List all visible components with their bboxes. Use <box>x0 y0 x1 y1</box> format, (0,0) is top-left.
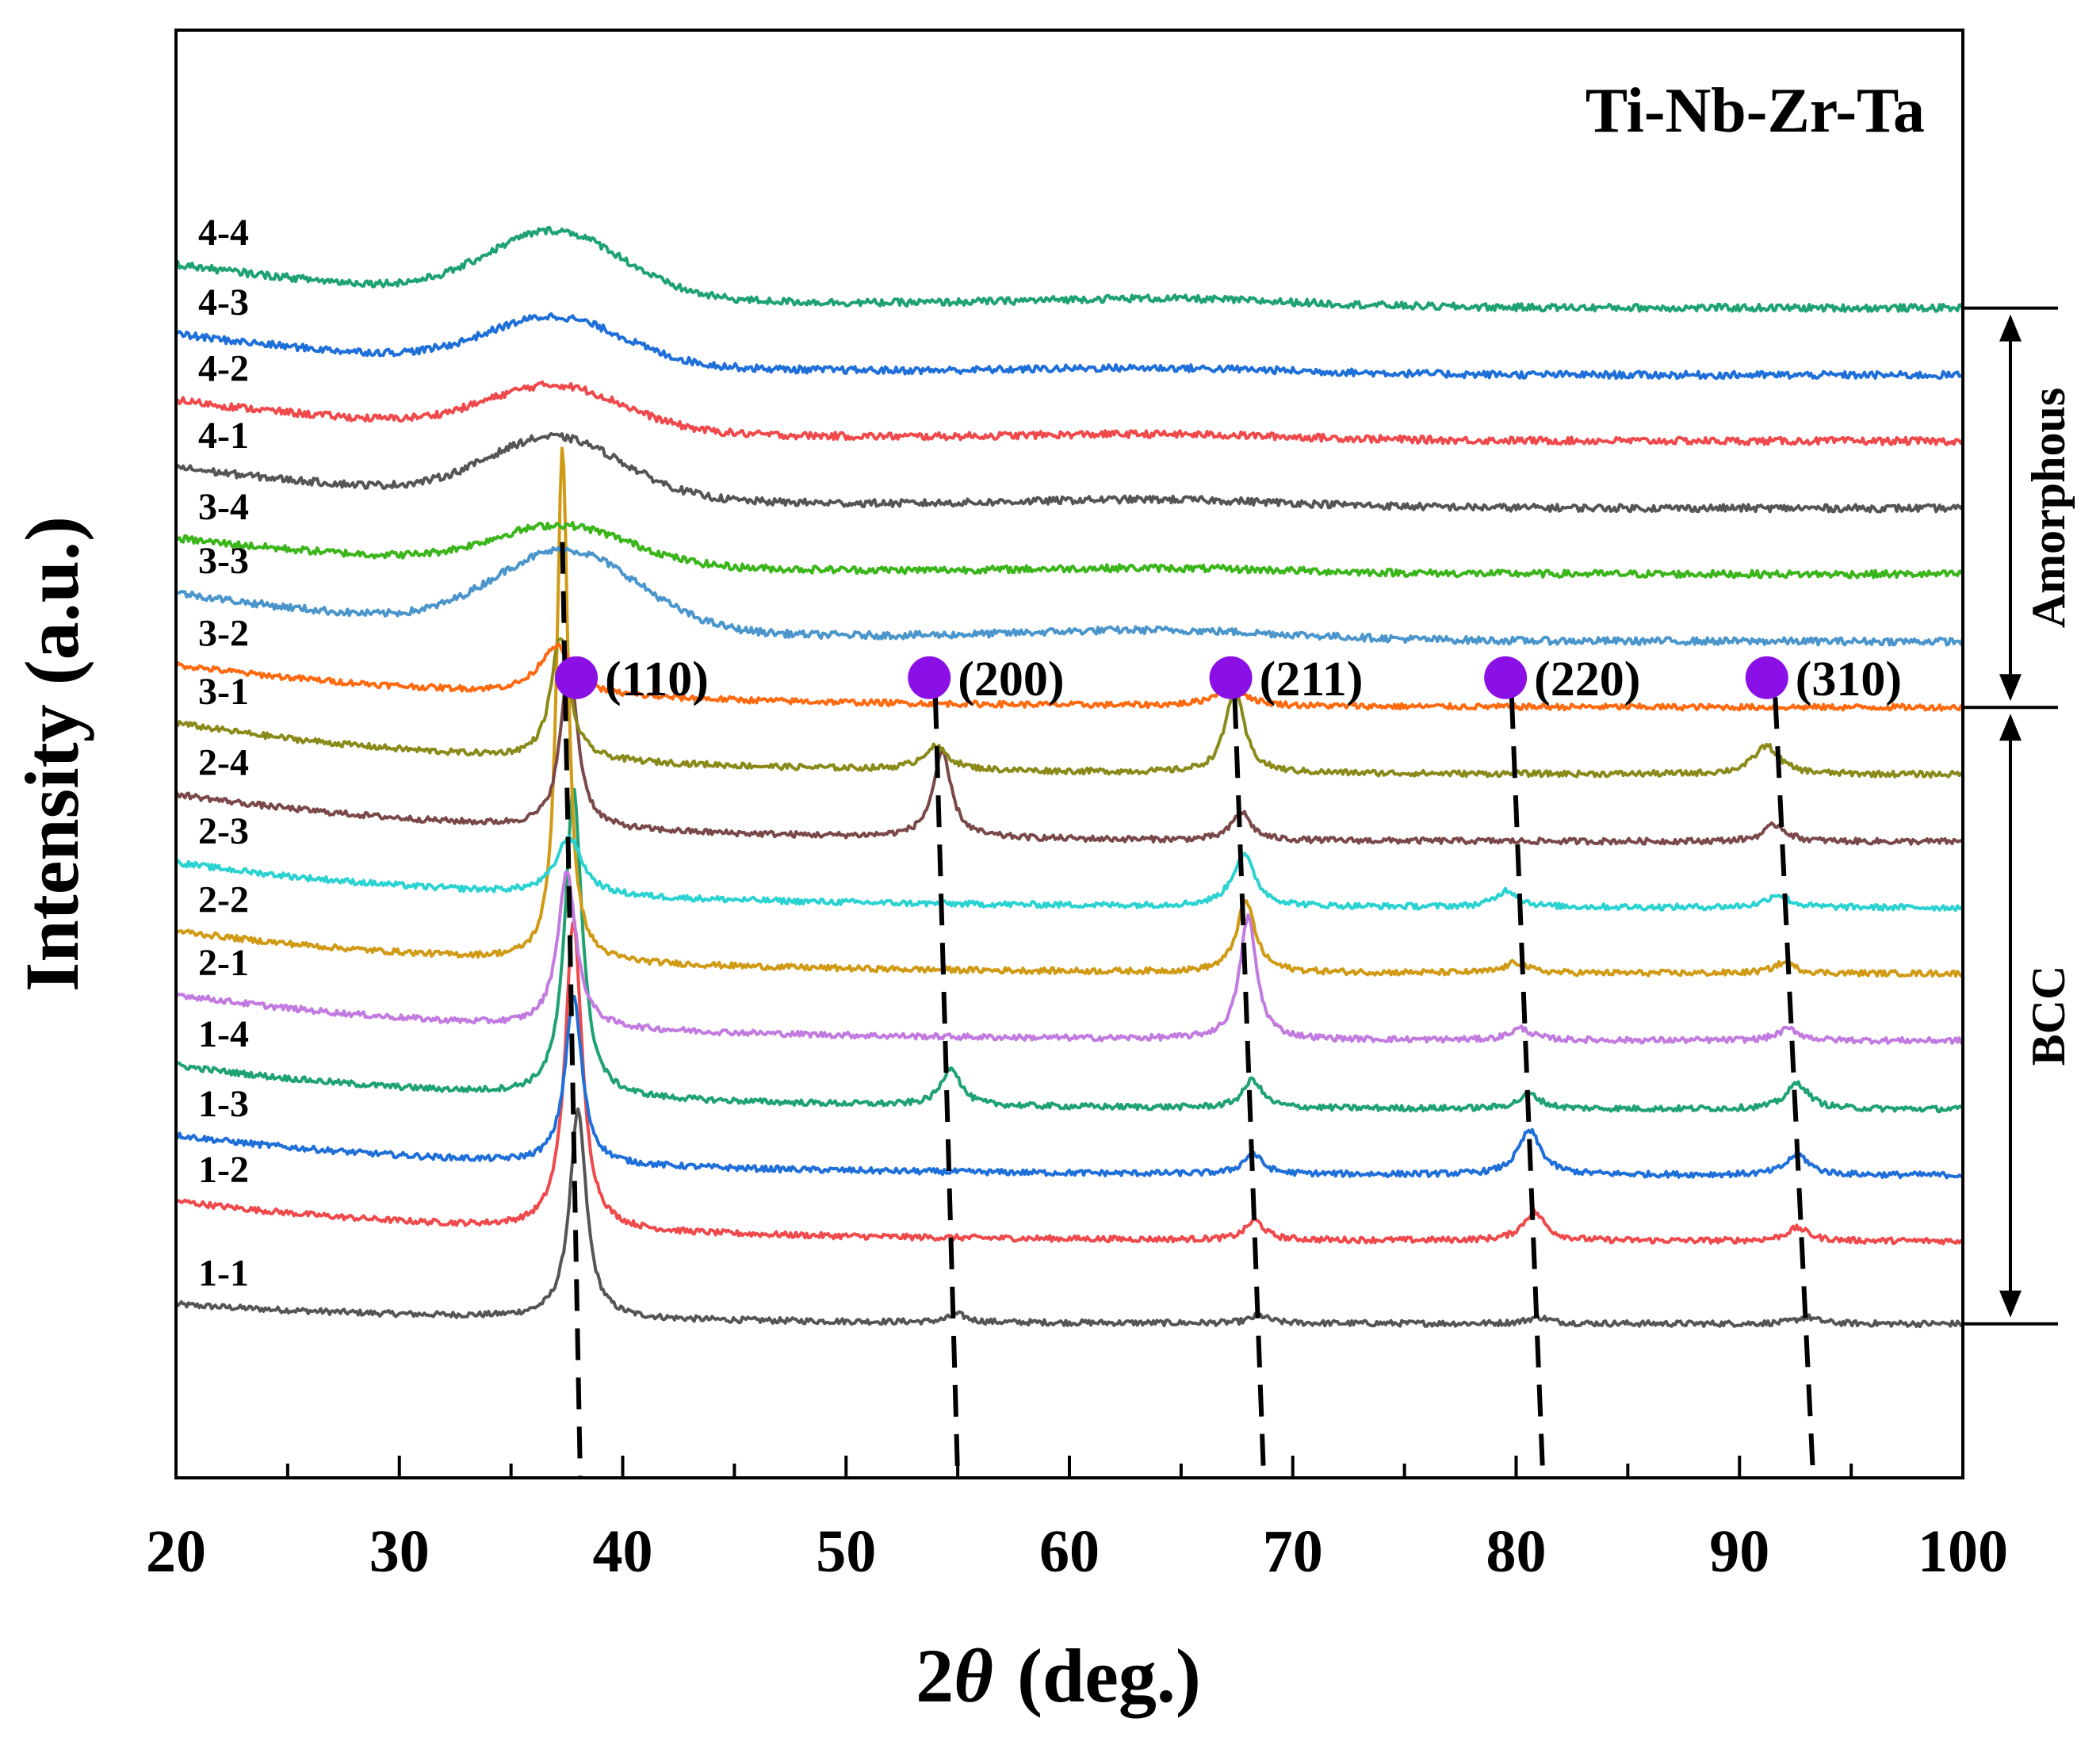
series-label-4-2: 4-2 <box>198 347 249 389</box>
x-axis-title-prefix: 2 <box>916 1633 954 1718</box>
peak-label: (220) <box>1534 653 1640 706</box>
peak-guide-line <box>1509 697 1546 1479</box>
y-axis-title: Intensity (a.u.) <box>10 516 94 992</box>
x-tick-label: 100 <box>1918 1518 2008 1585</box>
series-line-1-4 <box>176 787 1963 1114</box>
peak-label: (211) <box>1260 653 1364 706</box>
series-label-4-4: 4-4 <box>198 212 249 254</box>
series-line-1-1 <box>176 1107 1963 1329</box>
series-line-3-2 <box>176 642 1963 712</box>
phase-marker-icon <box>908 656 951 699</box>
x-axis-title: 2θ (deg.) <box>916 1633 1201 1718</box>
arrow-up-icon <box>1999 314 2022 342</box>
series-line-2-1 <box>176 871 1963 1045</box>
series-line-3-4 <box>176 521 1963 580</box>
series-label-3-1: 3-1 <box>198 671 249 713</box>
series-line-3-1 <box>176 637 1963 779</box>
series-line-4-1 <box>176 431 1963 514</box>
phase-label-bcc: BCC <box>2022 966 2075 1066</box>
arrow-up-icon <box>1999 714 2022 741</box>
arrow-down-icon <box>1999 1290 2022 1318</box>
phase-marker-icon <box>1745 656 1788 699</box>
peak-label: (200) <box>958 653 1064 706</box>
series-line-3-3 <box>176 545 1963 647</box>
series-label-3-3: 3-3 <box>198 540 249 582</box>
chart-title: Ti-Nb-Zr-Ta <box>1586 76 1925 146</box>
series-label-4-3: 4-3 <box>198 281 249 323</box>
series-line-4-2 <box>176 380 1963 446</box>
series-line-2-3 <box>176 834 1963 913</box>
series-label-2-2: 2-2 <box>198 878 249 920</box>
series-label-1-3: 1-3 <box>198 1083 249 1125</box>
phase-label-amorphous: Amorphous <box>2022 388 2075 628</box>
peak-guide-line <box>1773 697 1816 1479</box>
series-label-2-4: 2-4 <box>198 742 249 784</box>
peak-label: (110) <box>605 653 709 706</box>
x-tick-label: 90 <box>1709 1518 1769 1585</box>
peak-guide-line <box>932 697 961 1479</box>
series-line-1-2 <box>176 918 1963 1246</box>
series-label-1-4: 1-4 <box>198 1013 249 1055</box>
plot-frame <box>174 29 1964 1479</box>
peak-guide-line <box>1232 697 1267 1479</box>
x-tick-label: 20 <box>146 1518 206 1585</box>
x-tick-label: 60 <box>1039 1518 1100 1585</box>
x-tick-label: 30 <box>369 1518 430 1585</box>
series-label-1-2: 1-2 <box>198 1149 249 1191</box>
series-label-2-1: 2-1 <box>198 942 249 984</box>
x-axis-title-symbol: θ <box>954 1633 993 1718</box>
peak-label: (310) <box>1796 653 1902 706</box>
arrow-down-icon <box>1999 674 2022 702</box>
x-tick-label: 40 <box>593 1518 653 1585</box>
series-label-4-1: 4-1 <box>198 415 249 457</box>
peak-guide-line <box>560 542 583 1479</box>
phase-marker-icon <box>555 656 599 699</box>
series-line-2-2 <box>176 446 1963 978</box>
x-tick-label: 80 <box>1486 1518 1547 1585</box>
series-line-2-4 <box>176 656 1963 846</box>
x-axis-title-suffix: (deg.) <box>1017 1633 1201 1718</box>
series-label-1-1: 1-1 <box>198 1252 249 1294</box>
series-label-2-3: 2-3 <box>198 810 249 852</box>
phase-marker-icon <box>1209 656 1253 699</box>
series-line-4-3 <box>176 312 1963 381</box>
x-tick-label: 70 <box>1263 1518 1323 1585</box>
series-line-4-4 <box>176 225 1963 313</box>
series-label-3-4: 3-4 <box>198 486 249 528</box>
series-line-1-3 <box>176 994 1963 1180</box>
phase-marker-icon <box>1484 656 1528 699</box>
series-label-3-2: 3-2 <box>198 613 249 655</box>
x-tick-label: 50 <box>816 1518 876 1585</box>
